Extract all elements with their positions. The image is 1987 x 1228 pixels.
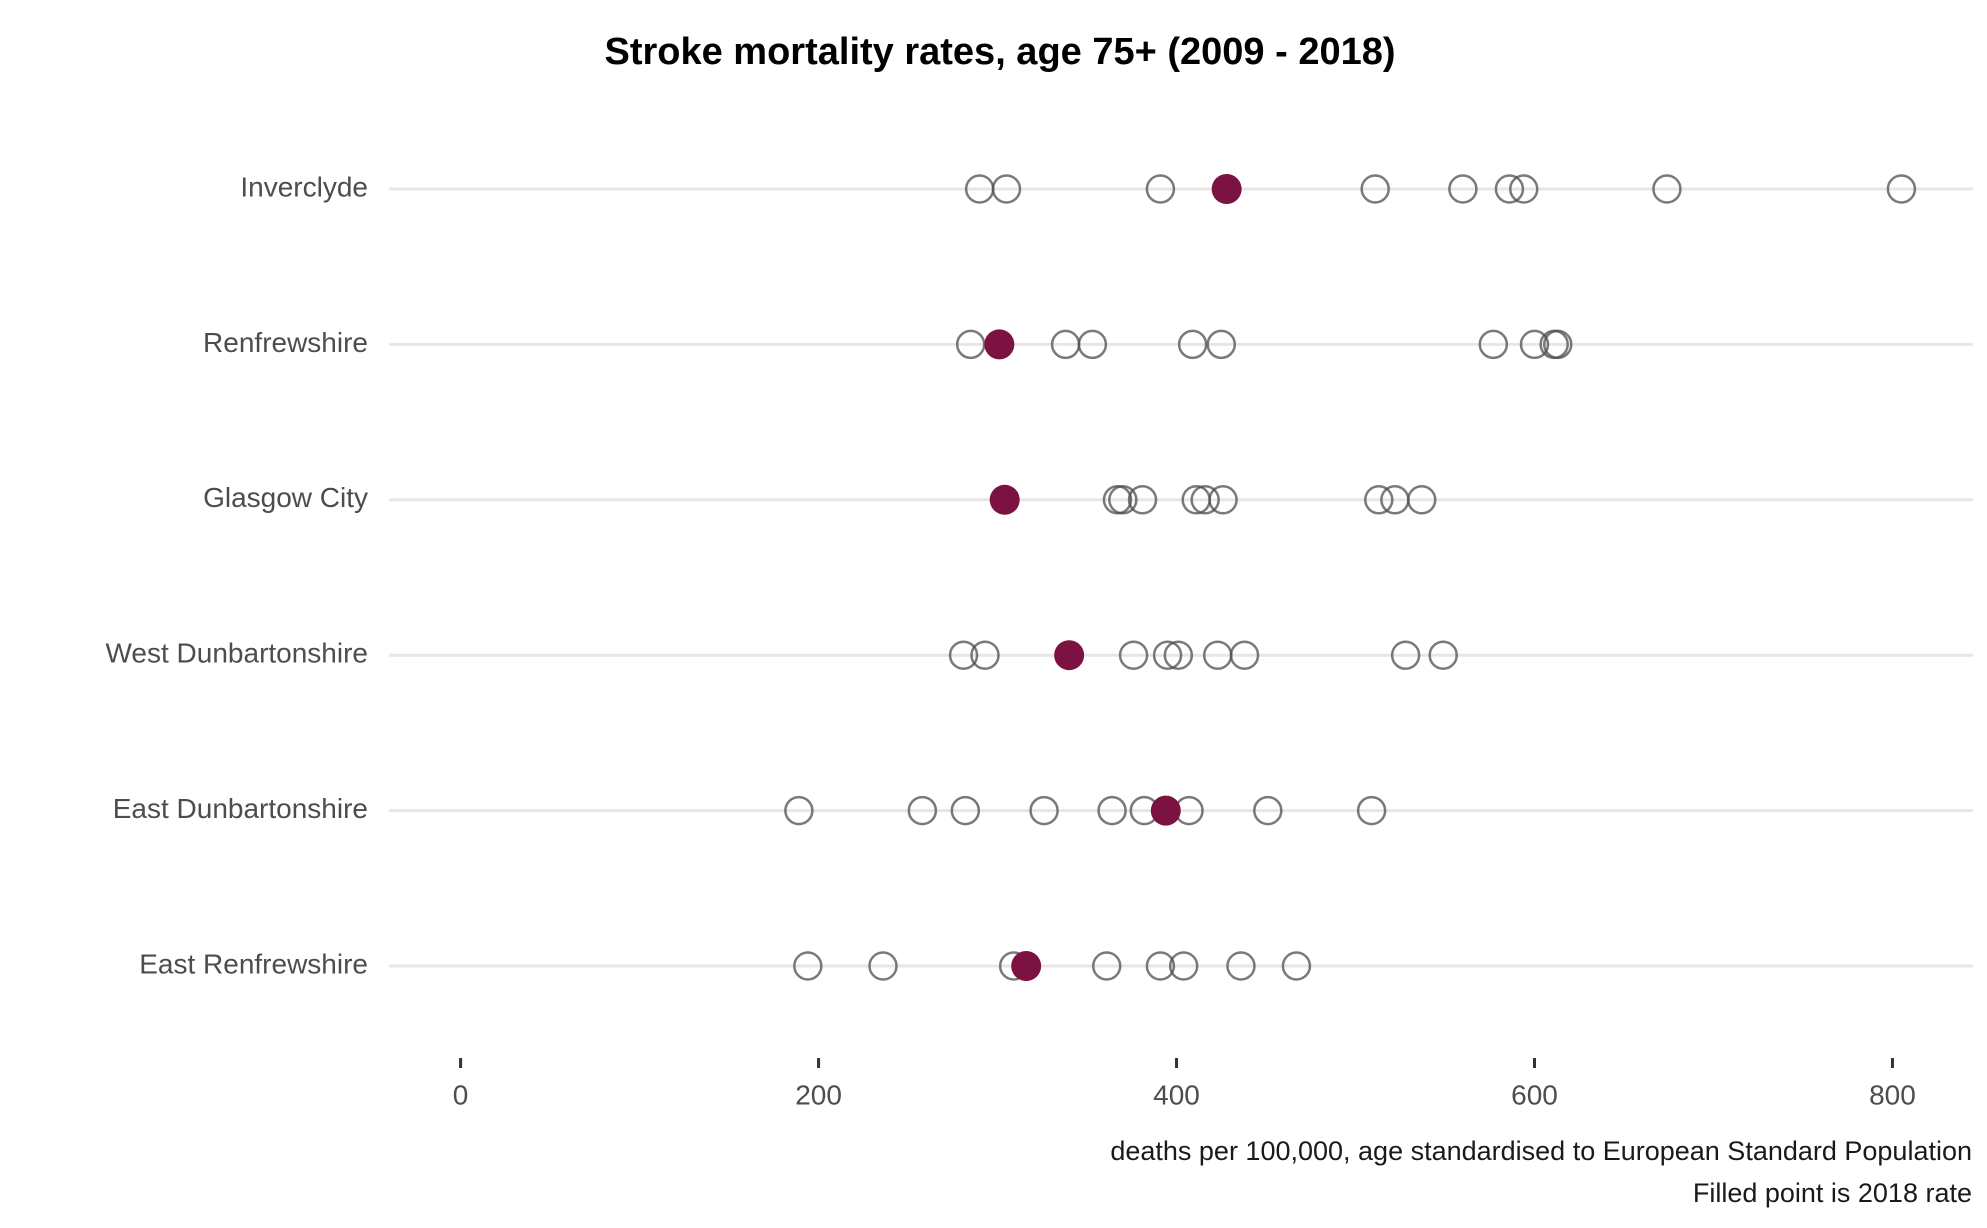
point [1406,485,1437,515]
point [1519,329,1550,360]
point [1108,485,1138,515]
x-tick-label: 400 [1153,1079,1200,1110]
x-tick-label: 800 [1869,1079,1916,1110]
point [1208,485,1238,515]
filled-point [984,329,1015,360]
x-tick-label: 600 [1511,1079,1558,1110]
point [1364,485,1394,515]
point [1152,640,1183,670]
point [1190,485,1220,515]
x-tick-label: 0 [453,1079,469,1110]
point [970,640,1000,670]
point [1118,640,1149,670]
point [1478,329,1509,360]
filled-point [1011,951,1042,981]
point [784,795,814,826]
point [950,795,981,826]
point [991,174,1022,204]
point [1509,174,1539,204]
filled-point [1150,795,1181,826]
chart-title: Stroke mortality rates, age 75+ (2009 - … [604,31,1395,73]
point [1360,174,1390,204]
point [1127,485,1158,515]
point [1390,640,1421,670]
x-tick-label: 200 [795,1079,842,1110]
y-tick-label: Glasgow City [203,482,368,513]
filled-point [1211,174,1242,204]
point [1886,174,1917,204]
caption: deaths per 100,000, age standardised to … [1110,1136,1972,1166]
point [1494,174,1525,204]
point [1091,951,1122,981]
caption: Filled point is 2018 rate [1693,1178,1972,1208]
point [1253,795,1283,826]
point [1448,174,1478,204]
y-tick-label: East Dunbartonshire [113,793,368,824]
point [1428,640,1458,670]
point [1177,329,1208,360]
point [868,951,898,981]
point [1543,329,1573,360]
point [1226,951,1256,981]
point [907,795,938,826]
point [793,951,823,981]
y-tick-label: East Renfrewshire [139,948,368,979]
point [1168,951,1199,981]
filled-point [989,484,1020,515]
y-tick-label: Renfrewshire [203,327,368,358]
y-tick-label: Inverclyde [240,171,368,202]
y-tick-label: West Dunbartonshire [106,638,369,669]
point [948,640,979,670]
point [1145,951,1176,981]
point [1206,329,1237,360]
point [1145,174,1176,204]
point [1097,795,1127,826]
point [1029,795,1059,826]
point [1652,174,1682,204]
point [1163,640,1194,670]
point [955,329,986,360]
point [1356,795,1387,826]
point [1229,640,1260,670]
filled-point [1054,640,1085,671]
point [1281,951,1312,981]
point [1077,329,1108,360]
